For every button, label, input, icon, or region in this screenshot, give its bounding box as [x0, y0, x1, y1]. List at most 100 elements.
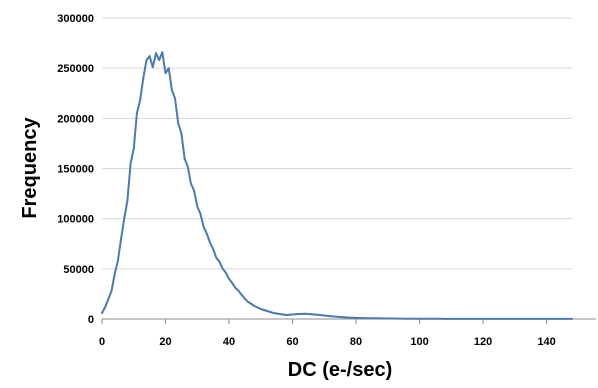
data-point [310, 313, 313, 316]
data-point [129, 162, 132, 165]
data-point [475, 318, 478, 320]
data-point [212, 247, 215, 250]
x-tick-label: 120 [474, 336, 492, 348]
y-tick-labels: 0 50000 100000 150000 200000 250000 300000 [57, 13, 94, 326]
data-point [183, 157, 186, 160]
data-point [247, 301, 250, 303]
data-point [186, 165, 189, 168]
data-point [205, 232, 208, 235]
data-point [412, 317, 415, 320]
data-point [291, 313, 294, 316]
data-point [285, 314, 288, 316]
data-point [469, 318, 472, 320]
data-point [104, 306, 107, 308]
y-tick-label: 250000 [57, 63, 94, 75]
x-tick-label: 140 [537, 336, 555, 348]
data-point [161, 51, 164, 53]
data-point [399, 317, 402, 320]
data-point [117, 259, 119, 262]
data-point [136, 112, 138, 115]
data-point [250, 303, 253, 305]
data-point [193, 189, 196, 192]
data-point [298, 313, 300, 315]
data-point [418, 317, 421, 320]
data-point [120, 237, 122, 240]
data-point [463, 318, 465, 320]
data-point [234, 287, 237, 289]
data-point [545, 318, 548, 320]
data-point [323, 314, 326, 317]
data-point [218, 260, 221, 263]
x-tick-labels: 0 20 40 60 80 100 120 140 [99, 336, 556, 348]
data-point [336, 315, 338, 318]
data-point [139, 99, 142, 102]
data-point [367, 317, 370, 320]
data-point [431, 317, 434, 320]
data-point [561, 318, 564, 320]
data-point [253, 305, 256, 307]
data-point [529, 318, 532, 320]
data-point [231, 282, 234, 284]
y-tick-label: 100000 [57, 214, 94, 226]
x-tick-label: 100 [410, 336, 428, 348]
data-point [329, 315, 332, 318]
data-point [240, 294, 243, 296]
data-point [126, 199, 129, 202]
data-point [202, 225, 205, 228]
data-point [113, 273, 116, 275]
data-point [155, 52, 157, 54]
data-point [145, 59, 148, 61]
data-point [386, 317, 389, 320]
data-point [571, 318, 573, 320]
data-point [148, 55, 151, 57]
data-point [158, 59, 161, 61]
data-point [317, 313, 319, 316]
data-point [444, 318, 446, 320]
data-point [171, 89, 173, 92]
data-point [215, 256, 218, 259]
data-point [190, 182, 192, 185]
x-tick-label: 40 [223, 336, 235, 348]
y-tick-label: 50000 [63, 264, 94, 276]
data-point [164, 72, 167, 75]
data-point [151, 66, 154, 69]
data-point [107, 298, 110, 300]
data-point [380, 317, 383, 320]
data-point [456, 318, 459, 320]
data-point [393, 317, 396, 320]
grid-layer [102, 17, 572, 270]
data-point [167, 67, 170, 70]
x-tick-label: 80 [350, 336, 362, 348]
y-tick-label: 0 [88, 314, 94, 326]
x-tick-label: 60 [286, 336, 298, 348]
data-point [177, 122, 180, 125]
data-point [304, 312, 307, 315]
data-point [123, 217, 126, 220]
data-point [221, 267, 224, 270]
data-point [513, 318, 516, 320]
x-axis-title: DC (e-/sec) [288, 359, 392, 381]
data-point [228, 278, 230, 280]
data-point [196, 205, 199, 208]
data-point [180, 132, 183, 135]
x-tick-label: 0 [99, 336, 105, 348]
data-point [450, 318, 453, 320]
y-tick-label: 300000 [57, 13, 94, 25]
data-point [498, 318, 500, 320]
data-point [425, 317, 427, 320]
y-tick-label: 200000 [57, 113, 94, 125]
data-point [348, 316, 351, 319]
data-point [199, 212, 202, 215]
data-point [272, 312, 275, 314]
data-point [132, 147, 135, 150]
data-point [437, 317, 440, 320]
data-point [361, 317, 364, 319]
data-point [174, 97, 176, 100]
data-point [278, 313, 281, 315]
series-layer [101, 51, 573, 320]
data-point [101, 312, 103, 314]
x-tick-label: 20 [159, 336, 171, 348]
data-point [142, 77, 145, 80]
data-point [237, 290, 240, 292]
